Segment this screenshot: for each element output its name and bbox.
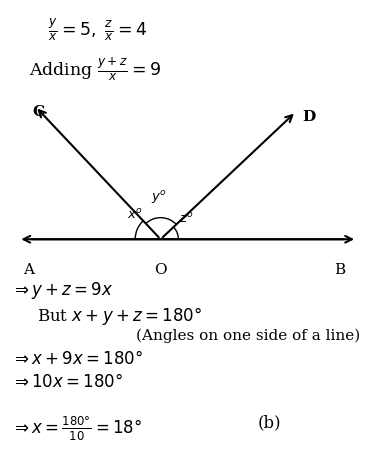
- Text: C: C: [33, 105, 45, 119]
- Text: $x^{o}$: $x^{o}$: [127, 208, 143, 222]
- Text: B: B: [335, 263, 346, 277]
- Text: $\Rightarrow 10x = 180°$: $\Rightarrow 10x = 180°$: [11, 373, 123, 391]
- Text: $\Rightarrow y + z = 9x$: $\Rightarrow y + z = 9x$: [11, 280, 113, 301]
- Text: $y^{o}$: $y^{o}$: [151, 189, 167, 206]
- Text: $\Rightarrow x = \frac{180°}{10} = 18°$: $\Rightarrow x = \frac{180°}{10} = 18°$: [11, 415, 142, 443]
- Text: A: A: [23, 263, 34, 277]
- Text: D: D: [303, 110, 316, 124]
- Text: But $x + y + z = 180°$: But $x + y + z = 180°$: [37, 305, 202, 327]
- Text: $\frac{y}{x} = 5,\ \frac{z}{x} = 4$: $\frac{y}{x} = 5,\ \frac{z}{x} = 4$: [48, 16, 147, 42]
- Text: Adding $\frac{y+z}{x} = 9$: Adding $\frac{y+z}{x} = 9$: [29, 56, 162, 83]
- Text: $z^{o}$: $z^{o}$: [178, 212, 194, 226]
- Text: $\Rightarrow x + 9x = 180°$: $\Rightarrow x + 9x = 180°$: [11, 350, 143, 368]
- Text: (Angles on one side of a line): (Angles on one side of a line): [136, 329, 360, 343]
- Text: O: O: [154, 263, 167, 277]
- Text: (b): (b): [258, 415, 281, 432]
